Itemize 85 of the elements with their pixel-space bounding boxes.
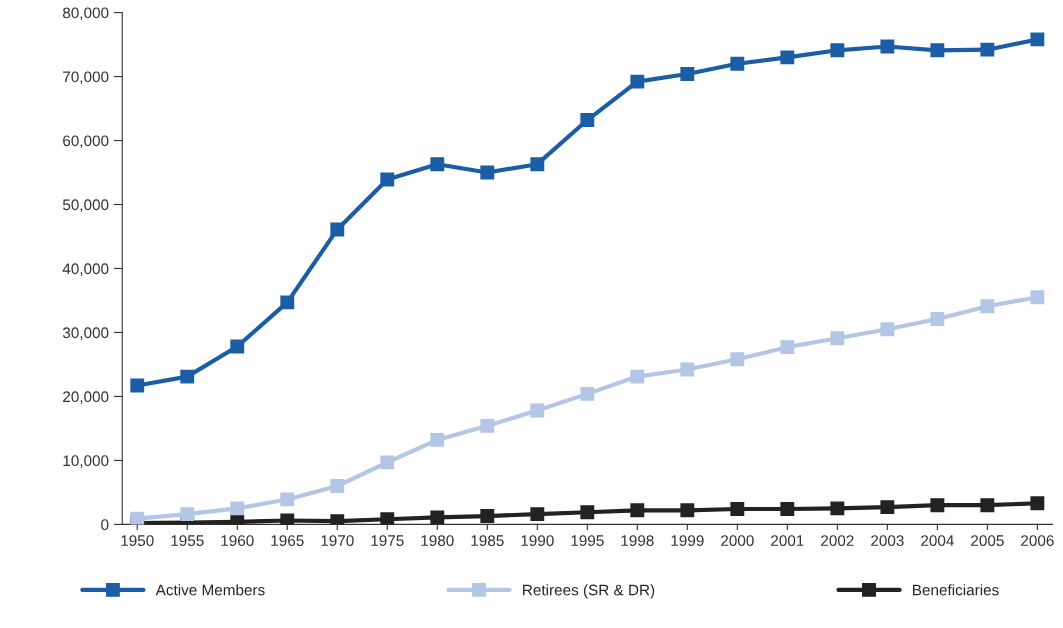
y-tick-label: 80,000 — [62, 7, 109, 21]
x-tick-label: 2006 — [1021, 535, 1054, 547]
point — [680, 362, 695, 377]
x-tick-label: 1990 — [521, 535, 554, 547]
x-tick-label: 2003 — [871, 535, 904, 547]
y-tick-label: 50,000 — [62, 199, 109, 212]
point — [730, 352, 745, 367]
point — [630, 369, 645, 384]
x-tick-label: 2002 — [821, 535, 854, 547]
x-tick-label: 2000 — [721, 535, 754, 547]
point — [380, 172, 395, 187]
x-tick-label: 2004 — [921, 535, 954, 547]
y-tick-label: 30,000 — [62, 327, 109, 340]
point — [1030, 290, 1045, 305]
point — [330, 514, 345, 525]
point — [680, 67, 695, 81]
point — [130, 378, 145, 393]
point — [230, 339, 245, 354]
x-tick-label: 1960 — [221, 535, 254, 547]
x-tick-label: 2001 — [771, 535, 804, 547]
point — [880, 322, 895, 337]
x-tick-label: 1999 — [671, 535, 704, 547]
point — [530, 157, 545, 172]
point — [1030, 496, 1045, 511]
point — [730, 502, 745, 516]
x-tick-label: 1975 — [371, 535, 404, 547]
point — [530, 507, 545, 522]
x-tick-label: 1955 — [171, 535, 204, 547]
point — [930, 312, 945, 326]
point — [230, 501, 245, 516]
x-tick-label: 2005 — [971, 535, 1004, 547]
point — [980, 42, 995, 57]
point — [980, 299, 995, 314]
point — [280, 295, 295, 310]
point — [180, 369, 195, 384]
point — [880, 500, 895, 515]
point — [780, 340, 795, 355]
point — [130, 511, 145, 525]
x-tick-label: 1995 — [571, 535, 604, 547]
point — [730, 56, 745, 71]
point — [430, 510, 445, 525]
point — [580, 505, 595, 520]
x-tick-label: 1970 — [321, 535, 354, 547]
y-tick-label: 40,000 — [62, 263, 109, 276]
point — [930, 498, 945, 513]
y-tick-label: 20,000 — [63, 391, 109, 404]
point — [630, 503, 645, 518]
point — [780, 502, 795, 516]
point — [630, 74, 645, 89]
point — [280, 492, 295, 507]
point — [1030, 32, 1045, 47]
point — [480, 165, 495, 180]
point — [830, 331, 845, 346]
point — [430, 157, 445, 172]
point — [280, 513, 295, 525]
point — [830, 43, 845, 58]
point — [330, 222, 345, 237]
legend-label: Active Members — [155, 584, 265, 596]
point — [930, 43, 945, 58]
x-tick-label: 1980 — [421, 535, 454, 547]
point — [580, 386, 595, 401]
y-tick-label: 70,000 — [63, 71, 109, 85]
x-tick-label: 1950 — [121, 535, 154, 547]
x-tick-label: 1998 — [621, 535, 654, 547]
point — [480, 418, 495, 433]
point — [530, 403, 545, 418]
legend-label: Retirees (SR & DR) — [523, 584, 655, 599]
point — [480, 509, 495, 524]
point — [880, 39, 895, 54]
point — [430, 432, 445, 447]
point — [180, 507, 195, 522]
x-tick-label: 1985 — [471, 535, 504, 547]
y-tick-label: 10,000 — [63, 455, 109, 468]
point — [980, 498, 995, 513]
legend-label: Beneficiaries — [913, 584, 999, 596]
point — [580, 113, 595, 127]
point — [830, 501, 845, 516]
x-tick-label: 1965 — [271, 535, 304, 547]
y-tick-label: 0 — [101, 519, 109, 531]
point — [780, 50, 795, 65]
y-tick-label: 60,000 — [63, 135, 109, 149]
point — [380, 512, 395, 525]
point — [330, 479, 345, 493]
point — [380, 455, 395, 470]
point — [680, 503, 695, 518]
